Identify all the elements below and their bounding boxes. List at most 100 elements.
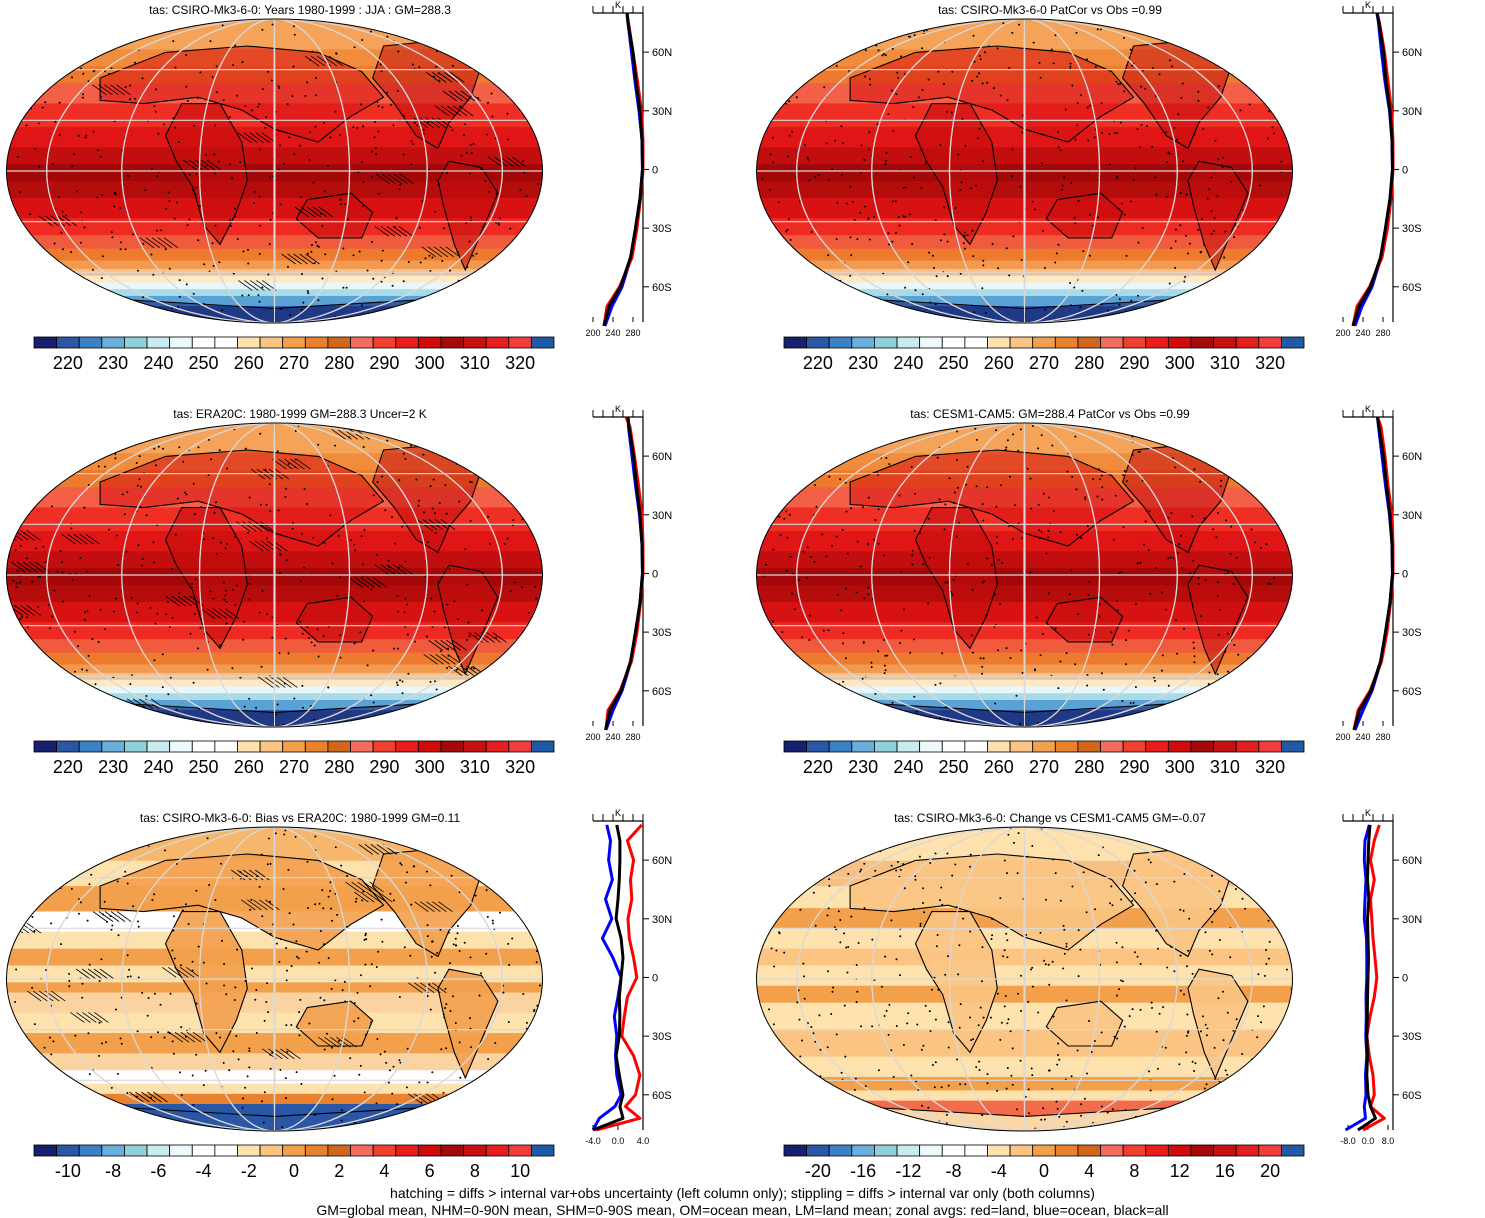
- hatch-line: [392, 225, 408, 237]
- stipple-dot: [999, 603, 1002, 605]
- stipple-dot: [60, 844, 63, 847]
- stipple-dot: [1074, 138, 1077, 141]
- stipple-dot: [414, 719, 417, 722]
- colorbar-label: 8: [1129, 1161, 1139, 1181]
- stipple-dot: [380, 259, 383, 262]
- stipple-dot: [219, 644, 222, 647]
- colorbar-cell: [259, 740, 284, 753]
- stipple-dot: [767, 97, 770, 100]
- stipple-dot: [1052, 858, 1054, 861]
- stipple-dot: [14, 549, 17, 552]
- stipple-dot: [1174, 1109, 1177, 1112]
- stipple-dot: [897, 19, 900, 20]
- stipple-dot: [99, 155, 102, 158]
- stipple-dot: [34, 54, 37, 57]
- hatch-line: [56, 215, 71, 227]
- stipple-dot: [1077, 613, 1080, 616]
- stipple-dot: [1028, 1112, 1030, 1115]
- stipple-dot: [1042, 230, 1044, 233]
- hatch-line: [366, 891, 381, 903]
- stipple-dot: [818, 1014, 821, 1017]
- stipple-dot: [1077, 975, 1080, 978]
- hatch-line: [375, 173, 391, 185]
- stipple-dot: [30, 423, 33, 425]
- stipple-dot: [789, 238, 792, 241]
- stipple-dot: [761, 670, 764, 672]
- continent-outline: [295, 192, 374, 239]
- stipple-dot: [381, 940, 384, 943]
- stipple-dot: [856, 990, 859, 993]
- stipple-dot: [500, 1081, 502, 1084]
- hatch-line: [99, 968, 115, 980]
- stipple-dot: [924, 718, 927, 721]
- colorbar-cell: [237, 336, 261, 349]
- stipple-dot: [414, 442, 417, 445]
- stipple-dot: [1131, 1130, 1134, 1131]
- stipple-dot: [291, 527, 294, 530]
- stipple-dot: [138, 455, 141, 458]
- stipple-dot: [406, 603, 409, 606]
- stipple-dot: [1216, 511, 1219, 514]
- stipple-dot: [396, 1103, 399, 1106]
- stipple-dot: [299, 580, 302, 583]
- stipple-dot: [198, 205, 201, 208]
- stipple-dot: [104, 828, 107, 831]
- stipple-dot: [343, 980, 346, 983]
- stipple-dot: [54, 26, 57, 29]
- stipple-dot: [1179, 989, 1182, 992]
- stipple-dot: [783, 951, 786, 954]
- stipple-dot: [18, 481, 21, 484]
- hatch-line: [14, 287, 29, 299]
- stipple-dot: [156, 175, 159, 178]
- stipple-dot: [17, 48, 20, 51]
- stipple-dot: [248, 697, 251, 700]
- stipple-dot: [224, 731, 226, 733]
- stipple-dot: [1098, 603, 1101, 606]
- stipple-dot: [371, 176, 374, 178]
- stipple-dot: [1168, 59, 1171, 62]
- stipple-dot: [770, 1079, 773, 1082]
- stipple-dot: [1292, 1065, 1293, 1068]
- stipple-dot: [978, 450, 980, 453]
- stipple-dot: [536, 499, 539, 502]
- stipple-dot: [457, 655, 460, 658]
- hatch-line: [192, 1031, 208, 1043]
- stipple-dot: [412, 143, 415, 146]
- stipple-dot: [206, 837, 209, 840]
- stipple-dot: [314, 1114, 316, 1116]
- stipple-dot: [1032, 985, 1034, 988]
- stipple-dot: [172, 915, 175, 918]
- stipple-dot: [277, 85, 280, 88]
- stipple-dot: [1005, 247, 1008, 250]
- stipple-dot: [813, 560, 816, 563]
- stipple-dot: [136, 484, 139, 487]
- colorbar-cell: [851, 336, 875, 349]
- stipple-dot: [218, 449, 221, 452]
- stipple-dot: [298, 1034, 301, 1037]
- stipple-dot: [1052, 323, 1054, 325]
- stipple-dot: [1009, 1030, 1012, 1033]
- hatch-line: [261, 540, 276, 552]
- stipple-dot: [76, 699, 78, 702]
- stipple-dot: [473, 278, 476, 281]
- stipple-dot: [1122, 526, 1125, 529]
- stipple-dot: [1254, 655, 1257, 658]
- stipple-dot: [158, 320, 161, 323]
- hatch-line: [110, 911, 126, 922]
- stipple-dot: [855, 964, 858, 966]
- stipple-dot: [891, 701, 894, 704]
- colorbar-label: -10: [55, 1161, 81, 1181]
- stipple-dot: [1054, 872, 1057, 875]
- stipple-dot: [485, 1084, 488, 1087]
- stipple-dot: [225, 622, 228, 625]
- stipple-dot: [114, 193, 117, 196]
- stipple-dot: [183, 491, 186, 494]
- stipple-dot: [425, 709, 428, 712]
- stipple-dot: [192, 482, 195, 485]
- stipple-dot: [391, 284, 394, 287]
- stipple-dot: [486, 31, 489, 34]
- stipple-dot: [167, 601, 170, 603]
- stipple-dot: [1138, 146, 1141, 149]
- stipple-dot: [398, 1059, 401, 1062]
- stipple-dot: [835, 1033, 838, 1036]
